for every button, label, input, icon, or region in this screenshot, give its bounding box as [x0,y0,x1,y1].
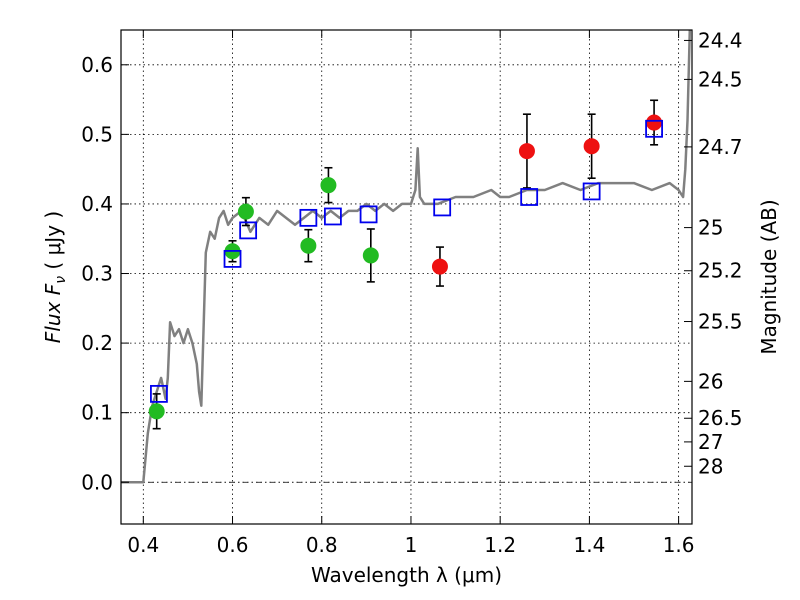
y-tick-label: 0.4 [81,192,113,216]
y-axis-label-main: Flux F [41,283,65,343]
model-box [433,198,452,217]
y-tick-label: 0.5 [81,122,113,146]
model-box [582,182,601,201]
y-axis-label: Flux Fν ( μJy ) [41,211,69,343]
model-box [299,208,318,227]
red-data-point [583,138,600,155]
right-tick-label: 24.7 [698,135,743,159]
x-tick-label: 1 [405,533,418,557]
y-axis-label-unit: ( μJy ) [41,211,65,276]
x-tick-label: 0.6 [217,533,249,557]
right-tick-label: 26.5 [698,406,743,430]
model-box [239,221,258,240]
model-box [359,205,378,224]
green-data-point [237,203,254,220]
plot-area [121,30,692,484]
red-data-point [646,114,663,131]
right-axis-label: Magnitude (AB) [757,199,781,354]
y-tick-label: 0.0 [81,470,113,494]
plot-frame [120,29,693,525]
x-tick-label: 0.8 [306,533,338,557]
right-tick-label: 25.5 [698,310,743,334]
right-tick-label: 25.2 [698,259,743,283]
x-tick-label: 1.4 [573,533,605,557]
x-tick-label: 0.4 [127,533,159,557]
y-tick-label: 0.1 [81,401,113,425]
model-box [150,384,168,403]
y-tick-label: 0.6 [81,53,113,77]
model-box [323,207,342,226]
right-tick-label: 26 [698,369,723,393]
spectrum-line [121,30,692,484]
red-data-point [431,258,448,275]
green-data-point [362,247,379,264]
green-data-point [320,177,337,194]
green-data-point [148,403,165,420]
x-axis-label: Wavelength λ (μm) [311,563,502,587]
right-tick-label: 25 [698,216,723,240]
ticks: 0.4 0.6 0.8 1 1.2 1.4 1.6 0.0 0.1 0.2 0.3 0.4 0.5 0.6… [81,28,742,557]
x-tick-label: 1.2 [484,533,516,557]
right-tick-label: 28 [698,454,723,478]
model-box [645,119,663,138]
grid [121,30,692,524]
model-box [520,188,539,206]
right-tick-label: 24.4 [698,28,743,52]
x-tick-label: 1.6 [663,533,695,557]
red-data-point [518,143,535,160]
right-tick-label: 24.5 [698,67,743,91]
y-tick-label: 0.3 [81,262,113,286]
y-tick-label: 0.2 [81,331,113,355]
y-axis-label-subscript: ν [53,276,69,284]
model-box [223,250,242,268]
right-tick-label: 27 [698,430,723,454]
green-data-point [300,237,317,254]
